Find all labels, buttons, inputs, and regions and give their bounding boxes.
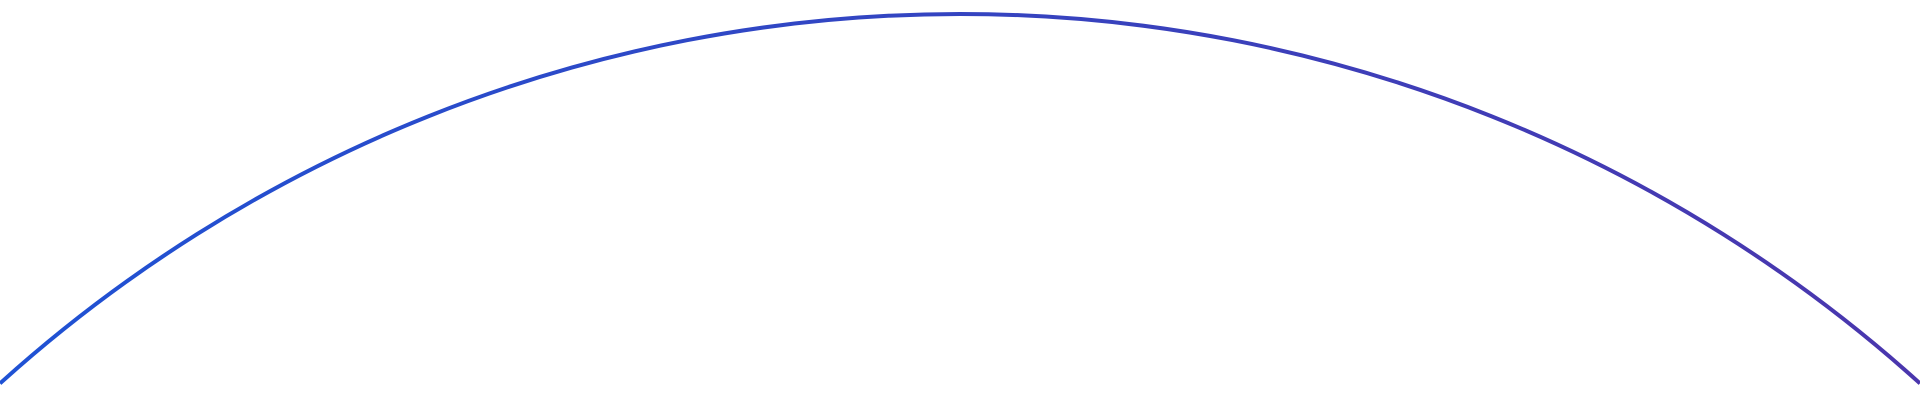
decorative-arc [0, 12, 1920, 385]
